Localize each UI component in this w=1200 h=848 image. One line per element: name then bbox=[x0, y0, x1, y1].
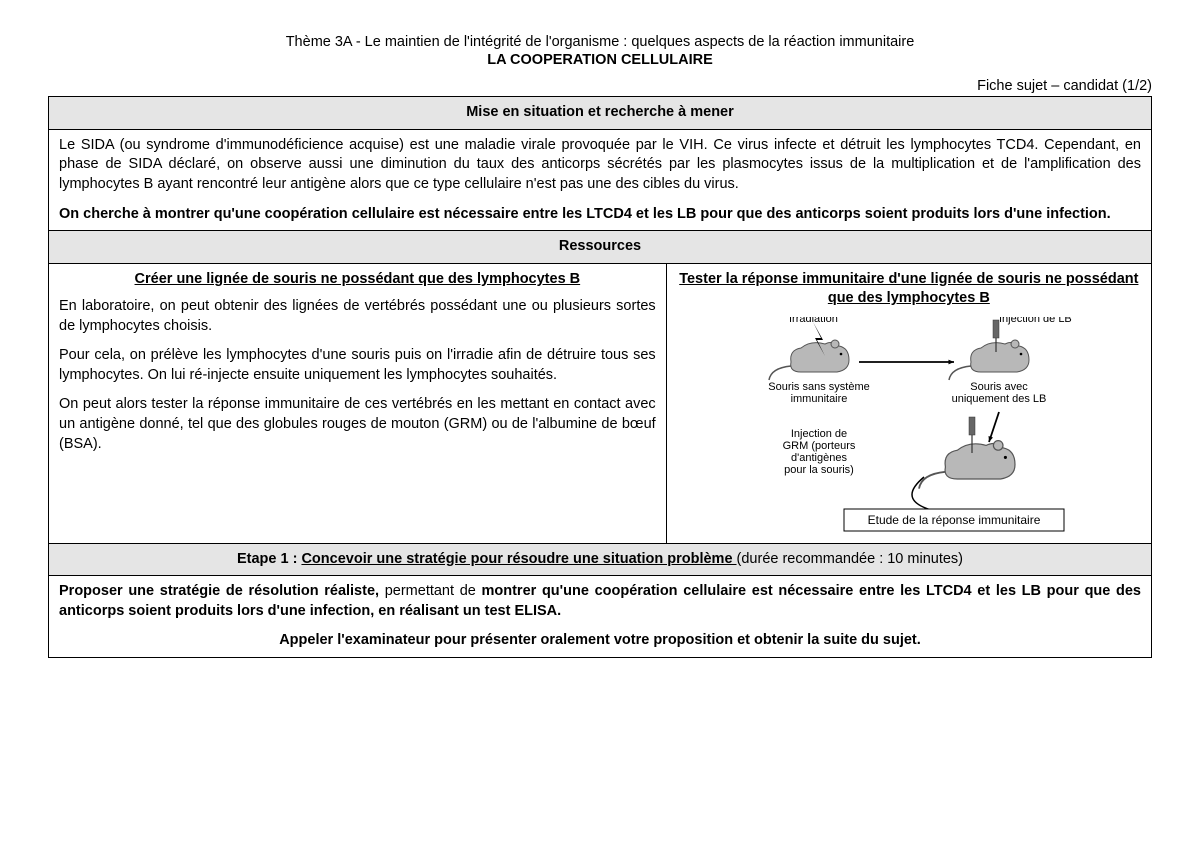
etape1-task: Proposer une stratégie de résolution réa… bbox=[59, 582, 1141, 621]
main-title: LA COOPERATION CELLULAIRE bbox=[48, 52, 1152, 68]
resources-right-cell: Tester la réponse immunitaire d'une lign… bbox=[666, 263, 1151, 543]
resources-left-p1: En laboratoire, on peut obtenir des lign… bbox=[59, 297, 656, 336]
etape1-underline: Concevoir une stratégie pour résoudre un… bbox=[301, 551, 736, 567]
etape1-header: Etape 1 : Concevoir une stratégie pour r… bbox=[49, 543, 1152, 576]
resources-left-p2: Pour cela, on prélève les lymphocytes d'… bbox=[59, 346, 656, 385]
etape1-task-intro: Proposer une stratégie de résolution réa… bbox=[59, 583, 379, 599]
document-page: Thème 3A - Le maintien de l'intégrité de… bbox=[0, 0, 1200, 678]
section-title-situation: Mise en situation et recherche à mener bbox=[49, 97, 1152, 130]
situation-cell: Le SIDA (ou syndrome d'immunodéficience … bbox=[49, 129, 1152, 230]
diagram-wrap: Irradiation Injection de LB Souris sans sy… bbox=[677, 317, 1141, 537]
svg-text:Irradiation: Irradiation bbox=[789, 317, 838, 325]
svg-text:Etude de la réponse immunitair: Etude de la réponse immunitaire bbox=[867, 513, 1040, 527]
main-table: Mise en situation et recherche à mener L… bbox=[48, 96, 1152, 658]
mouse-diagram: Irradiation Injection de LB Souris sans sy… bbox=[724, 317, 1094, 537]
etape1-duration: (durée recommandée : 10 minutes) bbox=[737, 551, 963, 567]
etape1-task-tail: , en réalisant un test ELISA. bbox=[370, 603, 561, 619]
situation-goal: On cherche à montrer qu'une coopération … bbox=[59, 205, 1141, 225]
svg-text:Souris sans systèmeimmunitaire: Souris sans systèmeimmunitaire bbox=[768, 381, 869, 405]
situation-paragraph: Le SIDA (ou syndrome d'immunodéficience … bbox=[59, 136, 1141, 195]
resources-left-p3: On peut alors tester la réponse immunita… bbox=[59, 395, 656, 454]
theme-line: Thème 3A - Le maintien de l'intégrité de… bbox=[48, 32, 1152, 52]
etape1-label: Etape 1 : bbox=[237, 551, 301, 567]
etape1-body: Proposer une stratégie de résolution réa… bbox=[49, 576, 1152, 658]
etape1-call: Appeler l'examinateur pour présenter ora… bbox=[59, 631, 1141, 651]
svg-text:Souris avecuniquement des LB: Souris avecuniquement des LB bbox=[951, 381, 1046, 405]
resources-left-cell: Créer une lignée de souris ne possédant … bbox=[49, 263, 667, 543]
resources-right-heading: Tester la réponse immunitaire d'une lign… bbox=[677, 270, 1141, 309]
section-title-resources: Ressources bbox=[49, 231, 1152, 264]
etape1-task-mid: permettant de bbox=[379, 583, 481, 599]
svg-text:Injection de LB: Injection de LB bbox=[999, 317, 1072, 325]
svg-text:Injection deGRM (porteursd'ant: Injection deGRM (porteursd'antigènespour… bbox=[782, 428, 855, 476]
resources-left-heading: Créer une lignée de souris ne possédant … bbox=[59, 270, 656, 290]
fiche-line: Fiche sujet – candidat (1/2) bbox=[48, 78, 1152, 94]
